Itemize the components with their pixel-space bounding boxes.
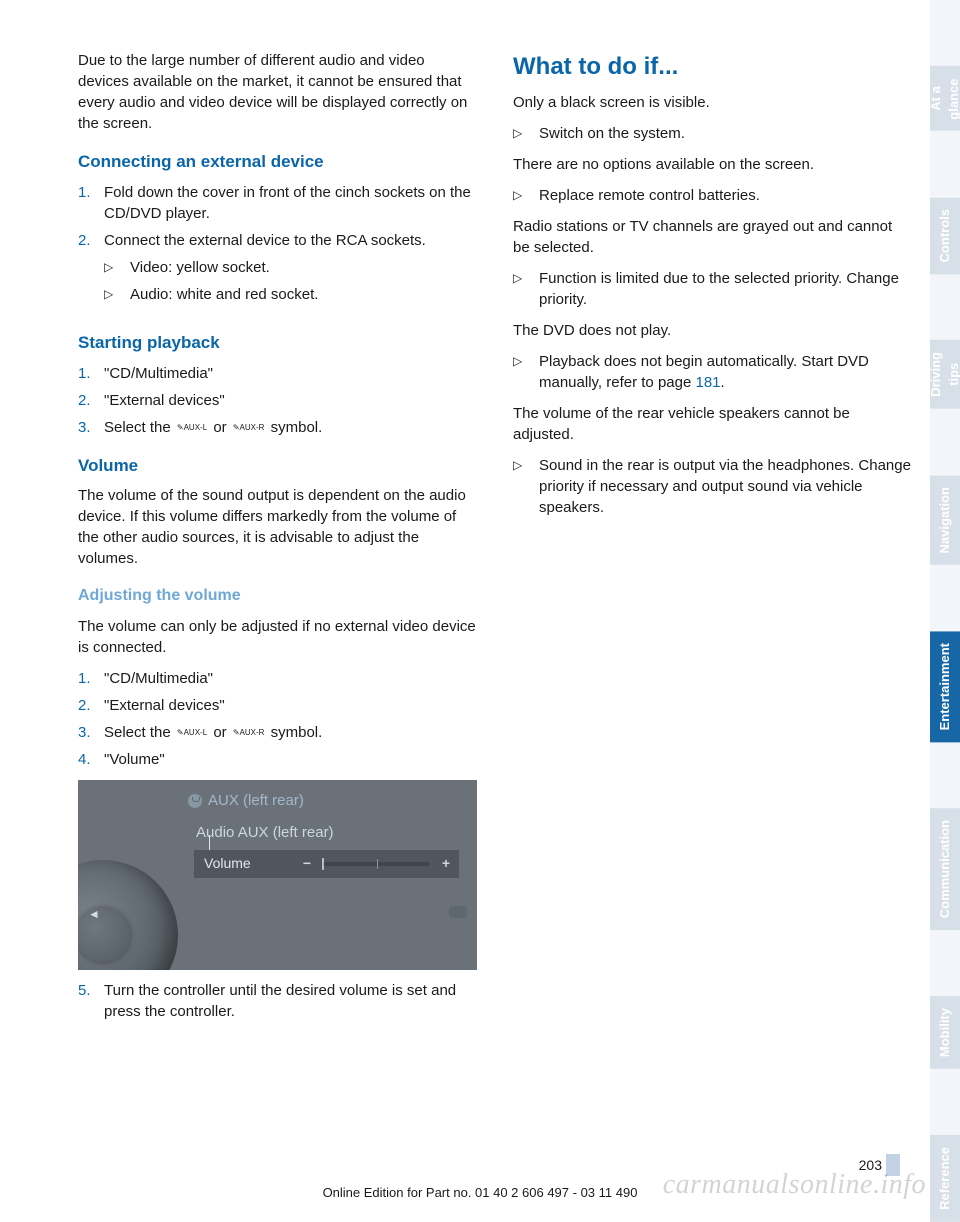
- heading-adjusting: Adjusting the volume: [78, 585, 477, 607]
- plus-icon: +: [433, 854, 459, 874]
- tab-controls[interactable]: Controls: [930, 197, 960, 274]
- right-column: What to do if... Only a black screen is …: [513, 50, 912, 1192]
- aux-r-icon: ✎AUX-R: [231, 727, 267, 738]
- tab-spacer: [930, 131, 960, 197]
- tab-entertainment[interactable]: Entertainment: [930, 631, 960, 742]
- tab-spacer: [930, 1069, 960, 1135]
- heading-volume: Volume: [78, 454, 477, 478]
- heading-connecting: Connecting an external device: [78, 150, 477, 174]
- aux-l-icon: ✎AUX-L: [175, 422, 209, 433]
- volume-row: Volume − +: [194, 850, 459, 878]
- heading-what-to-do: What to do if...: [513, 50, 912, 84]
- step-text: Connect the external device to the RCA s…: [104, 232, 426, 249]
- tab-spacer: [930, 931, 960, 997]
- aux-status-icon: [188, 794, 202, 808]
- tab-reference[interactable]: Reference: [930, 1135, 960, 1222]
- adjusting-step5: 5.Turn the controller until the desired …: [78, 980, 477, 1022]
- tab-spacer: [930, 0, 960, 66]
- tab-spacer: [930, 409, 960, 475]
- intro-text: Due to the large number of different aud…: [78, 50, 477, 134]
- aux-l-icon: ✎AUX-L: [175, 727, 209, 738]
- tab-mobility[interactable]: Mobility: [930, 996, 960, 1069]
- left-arrow-icon: ◄: [88, 906, 100, 923]
- volume-screenshot: AUX (left rear) Audio AUX (left rear) Vo…: [78, 780, 477, 970]
- step-text: Fold down the cover in front of the cinc…: [104, 182, 477, 224]
- tab-spacer: [930, 275, 960, 341]
- minus-icon: −: [294, 854, 320, 874]
- connecting-steps: 1.Fold down the cover in front of the ci…: [78, 182, 477, 315]
- adjusting-steps: 1."CD/Multimedia" 2."External devices" 3…: [78, 668, 477, 770]
- heading-starting: Starting playback: [78, 331, 477, 355]
- tab-spacer: [930, 743, 960, 809]
- starting-steps: 1."CD/Multimedia" 2."External devices" 3…: [78, 363, 477, 438]
- tab-spacer: [930, 565, 960, 631]
- page-link-181[interactable]: 181: [695, 374, 720, 391]
- watermark: carmanualsonline.info: [663, 1165, 926, 1204]
- section-tabs: At a glance Controls Driving tips Naviga…: [930, 0, 960, 1222]
- volume-track: [324, 862, 429, 866]
- tab-driving-tips[interactable]: Driving tips: [930, 340, 960, 409]
- tab-communication[interactable]: Communication: [930, 808, 960, 930]
- adjusting-intro: The volume can only be adjusted if no ex…: [78, 616, 477, 658]
- tab-navigation[interactable]: Navigation: [930, 475, 960, 565]
- volume-text: The volume of the sound output is depend…: [78, 485, 477, 569]
- tab-at-a-glance[interactable]: At a glance: [930, 66, 960, 132]
- right-panel-icon: [449, 906, 467, 918]
- aux-r-icon: ✎AUX-R: [231, 422, 267, 433]
- socket-list: Video: yellow socket. Audio: white and r…: [104, 257, 477, 305]
- left-column: Due to the large number of different aud…: [78, 50, 477, 1192]
